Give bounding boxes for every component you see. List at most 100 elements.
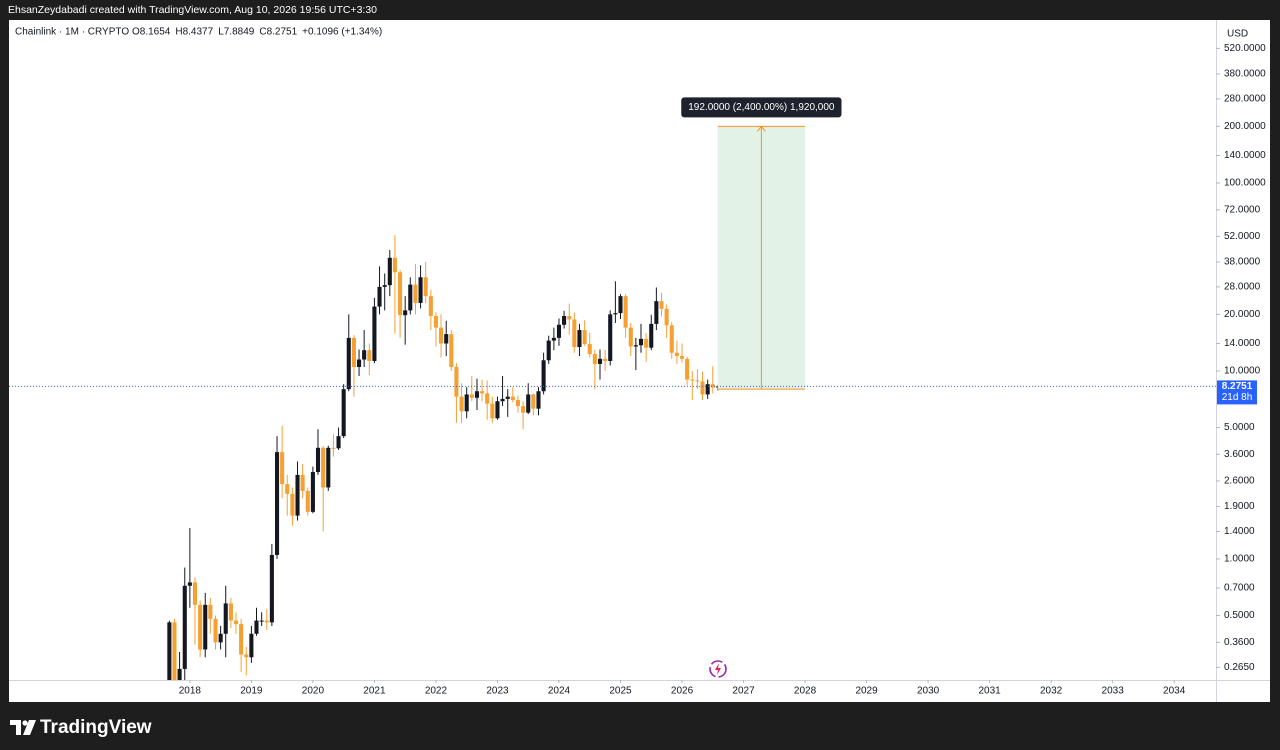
- y-tick-label: 0.7000: [1224, 583, 1255, 594]
- currency: USD: [1227, 29, 1248, 40]
- candle-body: [362, 350, 367, 360]
- candle-body: [187, 582, 192, 586]
- projection-label-text: 192.0000 (2,400.00%) 1,920,000: [688, 102, 835, 113]
- x-tick-label: 2028: [794, 686, 817, 697]
- x-tick-label: 2027: [732, 686, 755, 697]
- candle-body: [351, 337, 356, 367]
- x-tick-label: 2031: [978, 686, 1001, 697]
- header: EhsanZeydabadi created with TradingView.…: [8, 4, 377, 16]
- candle-body: [551, 337, 556, 341]
- candle-body: [541, 360, 546, 392]
- candle-body: [597, 358, 603, 364]
- legend-value: H8.4377: [175, 27, 213, 38]
- candle-body: [613, 313, 618, 315]
- candle-body: [249, 633, 254, 658]
- legend-value: O8.1654: [132, 27, 171, 38]
- candle-body: [218, 633, 223, 643]
- candle-body: [331, 447, 336, 449]
- candle-body: [367, 350, 372, 361]
- candle-body: [377, 286, 382, 307]
- projection-arrowhead: [756, 125, 766, 132]
- x-tick-label: 2030: [917, 686, 940, 697]
- candle-body: [387, 257, 392, 286]
- candle-body: [608, 314, 613, 361]
- y-tick-label: 200.0000: [1224, 121, 1266, 132]
- candle-body: [300, 474, 305, 491]
- legend-symbol: Chainlink · 1M · CRYPTO: [15, 27, 129, 38]
- candle-body: [654, 301, 659, 324]
- candle-body: [710, 384, 715, 388]
- y-tick-label: 72.0000: [1224, 204, 1261, 215]
- candle-body: [315, 447, 321, 473]
- x-tick-label: 2033: [1102, 686, 1125, 697]
- candle-body: [177, 668, 182, 680]
- candle-body: [679, 356, 685, 359]
- y-tick-label: 0.3600: [1224, 637, 1255, 648]
- x-tick-label: 2034: [1163, 686, 1186, 697]
- candle-body: [413, 284, 418, 303]
- y-tick-label: 14.0000: [1224, 338, 1261, 349]
- candle-body: [510, 396, 515, 401]
- legend-value: +0.1096 (+1.34%): [302, 27, 382, 38]
- candle-body: [649, 323, 654, 348]
- y-tick-label: 38.0000: [1224, 257, 1261, 268]
- candle-body: [254, 620, 259, 634]
- candle-body: [326, 447, 331, 488]
- candle-body: [233, 620, 239, 625]
- y-tick-label: 140.0000: [1224, 150, 1266, 161]
- legend-value: C8.2751: [259, 27, 297, 38]
- candle-body: [633, 345, 638, 347]
- candle-body: [521, 406, 526, 413]
- x-tick-label: 2023: [486, 686, 509, 697]
- candle-body: [592, 354, 597, 364]
- y-tick-label: 52.0000: [1224, 231, 1261, 242]
- chart-area: [9, 20, 1270, 702]
- candle-body: [198, 604, 203, 650]
- y-tick-label: 28.0000: [1224, 282, 1261, 293]
- candle-body: [674, 352, 679, 357]
- candle-body: [223, 603, 228, 634]
- candle-body: [500, 398, 505, 402]
- candle-body: [382, 285, 387, 287]
- y-tick-label: 100.0000: [1224, 178, 1266, 189]
- candle-body: [505, 396, 510, 399]
- price-label-bg: [1217, 380, 1257, 405]
- candle-body: [485, 393, 490, 404]
- candle-body: [321, 447, 326, 488]
- x-tick-label: 2019: [240, 686, 263, 697]
- candle-body: [398, 272, 403, 316]
- candle-body: [582, 330, 587, 345]
- y-tick-label: 2.6000: [1224, 476, 1255, 487]
- candle-body: [439, 327, 444, 344]
- y-tick-label: 20.0000: [1224, 309, 1261, 320]
- candle-body: [182, 585, 187, 669]
- candle-body: [285, 484, 290, 494]
- candle-body: [208, 604, 213, 619]
- logo-icon: [709, 660, 727, 678]
- candle-body: [690, 379, 695, 381]
- candle-body: [244, 654, 249, 658]
- candle-body: [695, 380, 700, 382]
- candle-body: [454, 366, 459, 397]
- x-tick-label: 2029: [855, 686, 878, 697]
- x-tick-label: 2024: [548, 686, 571, 697]
- candle-body: [239, 624, 244, 655]
- candle-body: [203, 604, 208, 650]
- candle-body: [295, 474, 300, 516]
- candle-body: [423, 277, 428, 297]
- candle-body: [577, 330, 582, 348]
- candle-body: [587, 344, 592, 355]
- candle-body: [192, 582, 198, 605]
- candle-body: [669, 325, 674, 353]
- axes: 520.0000 380.0000 280.0000 200.0000 140.0000…: [179, 43, 1266, 697]
- candle-body: [474, 391, 480, 398]
- candle-body: [213, 618, 218, 643]
- x-tick-label: 2020: [302, 686, 325, 697]
- candle-body: [269, 554, 274, 623]
- candle-body: [480, 391, 485, 394]
- candle-body: [280, 452, 285, 485]
- candle-body: [659, 301, 664, 309]
- candle-body: [408, 284, 413, 311]
- x-tick-label: 2022: [425, 686, 448, 697]
- candle-body: [567, 316, 572, 320]
